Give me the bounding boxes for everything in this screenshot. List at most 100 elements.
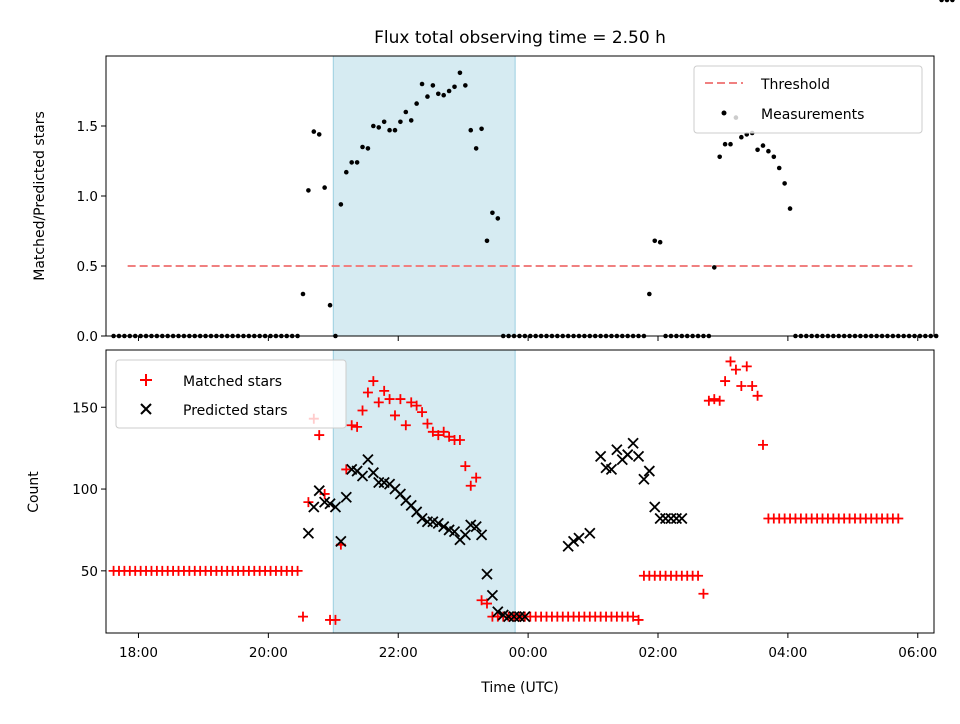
- predicted-star-point: [324, 498, 336, 510]
- matched-star-point: [454, 434, 465, 445]
- predicted-star-point: [643, 465, 655, 477]
- matched-star-point: [757, 439, 768, 450]
- matched-star-point: [709, 394, 720, 405]
- predicted-star-point: [335, 535, 347, 548]
- predicted-star-point: [438, 521, 450, 533]
- matched-star-point: [698, 588, 709, 599]
- measurement-point: [657, 239, 663, 245]
- measurement-point: [711, 265, 717, 270]
- legend-matched-swatch: [140, 374, 152, 386]
- measurement-point: [425, 94, 430, 99]
- measurement-point: [787, 206, 793, 211]
- measurement-point: [338, 202, 344, 207]
- predicted-star-point: [492, 606, 504, 618]
- measurement-point: [414, 101, 419, 106]
- legend-threshold-label: Threshold: [760, 77, 830, 93]
- bottom-legend: Matched stars Predicted stars: [115, 359, 347, 429]
- bottom-y-tick-label: 100: [72, 482, 98, 498]
- x-tick-label: 20:00: [249, 645, 288, 661]
- x-axis-label: Time (UTC): [480, 680, 558, 696]
- matched-star-point: [368, 376, 379, 387]
- measurement-point: [755, 147, 760, 153]
- measurement-point: [766, 148, 771, 154]
- measurement-point: [306, 188, 311, 193]
- measurement-point: [495, 216, 501, 221]
- measurement-point: [739, 134, 744, 140]
- measurement-point: [776, 165, 782, 171]
- measurement-point: [490, 210, 495, 216]
- matched-star-point: [752, 390, 763, 401]
- matched-star-point: [292, 565, 303, 576]
- matched-star-point: [314, 430, 325, 441]
- predicted-star-point: [584, 527, 596, 539]
- top-x-ticks: [137, 336, 919, 341]
- matched-star-point: [357, 405, 368, 416]
- matched-star-point: [411, 400, 422, 411]
- matched-star-point: [693, 570, 704, 581]
- matched-star-point: [362, 387, 373, 398]
- bottom-axes-frame: [105, 349, 935, 634]
- matched-star-point: [297, 611, 308, 622]
- measurement-point: [300, 291, 306, 297]
- predicted-star-point: [611, 444, 623, 456]
- measurement-point: [441, 92, 446, 98]
- matched-star-point: [395, 394, 406, 405]
- measurement-point: [933, 333, 939, 339]
- predicted-star-point: [432, 517, 444, 530]
- predicted-star-point: [627, 437, 639, 449]
- measurement-point: [311, 129, 317, 134]
- bottom-y-axis-label: Count: [26, 471, 42, 513]
- matched-star-point: [389, 410, 400, 421]
- predicted-star-point: [308, 501, 320, 513]
- x-tick-label: 00:00: [509, 645, 548, 661]
- chart-title: Flux total observing time = 2.50 h: [374, 28, 666, 48]
- legend-predicted-swatch: [140, 403, 152, 415]
- predicted-star-point: [519, 611, 531, 623]
- bottom-y-ticks: 50 100 150: [72, 400, 106, 580]
- matched-star-point: [736, 380, 747, 391]
- predicted-star-point: [573, 532, 585, 544]
- predicted-star-point: [313, 485, 325, 497]
- matched-star-point: [341, 464, 352, 475]
- measurement-point: [327, 302, 333, 308]
- measurement-point: [463, 83, 468, 88]
- matched-star-point: [460, 461, 471, 472]
- measurement-point: [771, 154, 777, 160]
- matched-stars-points: [109, 356, 904, 625]
- top-y-tick-label: 0.0: [77, 329, 98, 345]
- predicted-star-point: [302, 527, 315, 539]
- measurement-point: [430, 83, 436, 88]
- predicted-star-point: [594, 450, 607, 462]
- measurement-point: [392, 127, 398, 133]
- matched-star-point: [303, 497, 314, 508]
- predicted-star-point: [329, 501, 342, 513]
- predicted-star-point: [340, 491, 352, 503]
- matched-star-point: [741, 361, 752, 372]
- bottom-shaded-interval: [332, 349, 516, 634]
- matched-star-point: [417, 407, 428, 418]
- predicted-star-point: [459, 529, 471, 541]
- predicted-star-point: [486, 589, 499, 602]
- measurement-point: [408, 118, 414, 123]
- measurement-point: [435, 91, 441, 97]
- top-y-ticks: 0.0 0.5 1.0 1.5: [77, 119, 106, 345]
- matched-star-point: [893, 513, 904, 524]
- x-tick-label: 22:00: [379, 645, 418, 661]
- matched-star-point: [481, 598, 492, 609]
- measurement-point: [419, 81, 425, 87]
- top-y-axis-label: Matched/Predicted stars: [32, 111, 48, 281]
- top-legend-box: [693, 65, 923, 134]
- measurement-points: [111, 0, 955, 339]
- matched-star-point: [346, 420, 357, 431]
- predicted-star-point: [622, 449, 634, 461]
- measurement-point: [782, 181, 787, 186]
- matched-star-point: [433, 430, 444, 441]
- predicted-star-point: [605, 463, 618, 476]
- measurement-point: [343, 169, 349, 175]
- measurement-point: [387, 127, 392, 133]
- measurement-point: [939, 0, 944, 3]
- matched-star-point: [422, 418, 433, 429]
- predicted-star-point: [356, 470, 369, 482]
- measurement-point: [950, 0, 955, 3]
- x-tick-label: 04:00: [768, 645, 807, 661]
